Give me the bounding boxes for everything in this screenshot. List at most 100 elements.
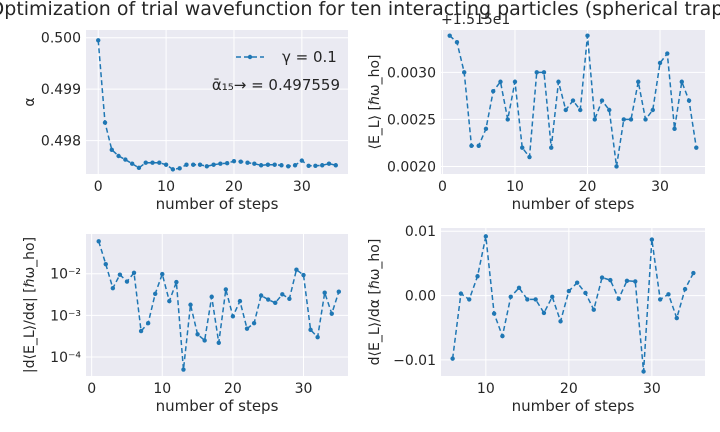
data-point — [145, 320, 151, 326]
data-point — [520, 145, 525, 150]
data-point — [230, 314, 236, 319]
data-point — [467, 297, 472, 302]
y-axis-label: d⟨E_L⟩/dα [ℏω_ho] — [367, 239, 383, 366]
data-point — [322, 290, 327, 295]
y-axis-label: ⟨E_L⟩ [ℏω_ho] — [367, 55, 383, 150]
data-point — [333, 163, 338, 168]
data-point — [224, 161, 230, 166]
data-point — [672, 126, 677, 132]
data-point — [563, 107, 568, 113]
data-point — [624, 278, 630, 283]
x-tick-label: 0 — [87, 381, 96, 397]
x-axis-label: number of steps — [156, 397, 279, 415]
panel-2: 0 10 20 30 0.0020 0.0025 0.0030 number of steps… — [367, 12, 705, 213]
data-point — [491, 311, 497, 316]
data-point — [202, 338, 207, 343]
data-point — [525, 297, 530, 302]
data-point — [549, 145, 554, 150]
data-point — [447, 33, 452, 38]
data-point — [533, 297, 538, 302]
data-point — [308, 327, 313, 333]
y-offset-text: +1.515e1 — [441, 12, 510, 28]
panel-1: 0 10 20 30 0.498 0.499 0.500 number of steps α γ … — [22, 30, 348, 213]
x-tick-label: 30 — [651, 179, 669, 195]
data-point — [109, 147, 114, 153]
data-point — [516, 285, 522, 291]
data-point — [209, 294, 214, 299]
y-tick-label: 10⁻⁴ — [50, 350, 81, 366]
data-point — [621, 117, 626, 122]
data-point — [691, 270, 696, 276]
data-point — [313, 163, 318, 168]
data-point — [570, 98, 576, 103]
data-point — [574, 280, 580, 285]
data-point — [223, 287, 229, 292]
data-point — [110, 285, 116, 291]
data-point — [131, 270, 137, 276]
data-point — [641, 369, 646, 374]
data-point — [512, 79, 518, 84]
data-point — [454, 40, 460, 45]
data-point — [265, 162, 271, 167]
data-point — [272, 162, 277, 167]
data-point — [628, 117, 634, 122]
y-tick-label: −0.01 — [393, 353, 436, 369]
data-point — [462, 70, 467, 75]
y-tick-label: 0.500 — [41, 31, 81, 47]
data-point — [657, 297, 663, 302]
x-tick-label: 30 — [295, 381, 313, 397]
x-axis-label: number of steps — [512, 397, 635, 415]
data-point — [336, 289, 342, 294]
data-point — [329, 311, 334, 316]
data-point — [608, 277, 613, 283]
data-point — [116, 153, 121, 159]
data-point — [674, 315, 679, 321]
data-point — [174, 279, 179, 285]
y-tick-label: 10⁻² — [50, 267, 81, 283]
data-point — [163, 162, 169, 167]
data-point — [266, 297, 271, 302]
data-point — [527, 154, 532, 160]
data-point — [498, 79, 503, 84]
data-point — [475, 274, 480, 279]
legend-marker — [247, 54, 253, 60]
data-point — [657, 60, 663, 66]
data-point — [665, 51, 670, 56]
data-point — [679, 79, 684, 84]
data-point — [491, 88, 496, 94]
y-tick-label: 0.00 — [405, 289, 436, 305]
data-point — [211, 162, 216, 167]
data-point — [585, 33, 590, 38]
x-axis-label: number of steps — [512, 195, 635, 213]
data-point — [117, 272, 123, 277]
data-point — [599, 275, 605, 280]
data-point — [306, 163, 311, 168]
data-point — [188, 302, 193, 307]
x-tick-label: 30 — [293, 179, 311, 195]
panel-4: 10 20 30 −0.01 0.00 0.01 number of steps d⟨E_L⟩… — [367, 224, 705, 415]
data-point — [251, 320, 257, 326]
data-point — [550, 294, 555, 300]
data-point — [558, 319, 563, 324]
y-tick-label: 0.498 — [41, 134, 81, 150]
data-point — [138, 328, 144, 334]
data-point — [292, 163, 298, 168]
data-point — [508, 294, 513, 300]
data-point — [273, 300, 278, 306]
data-point — [167, 298, 172, 304]
data-point — [614, 164, 619, 169]
x-tick-label: 10 — [157, 179, 175, 195]
data-point — [476, 143, 481, 148]
data-point — [666, 292, 671, 297]
x-tick-label: 20 — [224, 381, 242, 397]
plot-area — [86, 234, 348, 376]
data-point — [102, 120, 108, 125]
data-point — [686, 98, 692, 103]
x-tick-label: 20 — [225, 179, 243, 195]
data-point — [129, 161, 135, 166]
data-point — [650, 107, 655, 113]
data-point — [326, 161, 332, 166]
annotation-text: ᾱ₁₅→ = 0.497559 — [212, 76, 340, 94]
plot-area — [86, 30, 348, 174]
data-point — [160, 271, 165, 277]
